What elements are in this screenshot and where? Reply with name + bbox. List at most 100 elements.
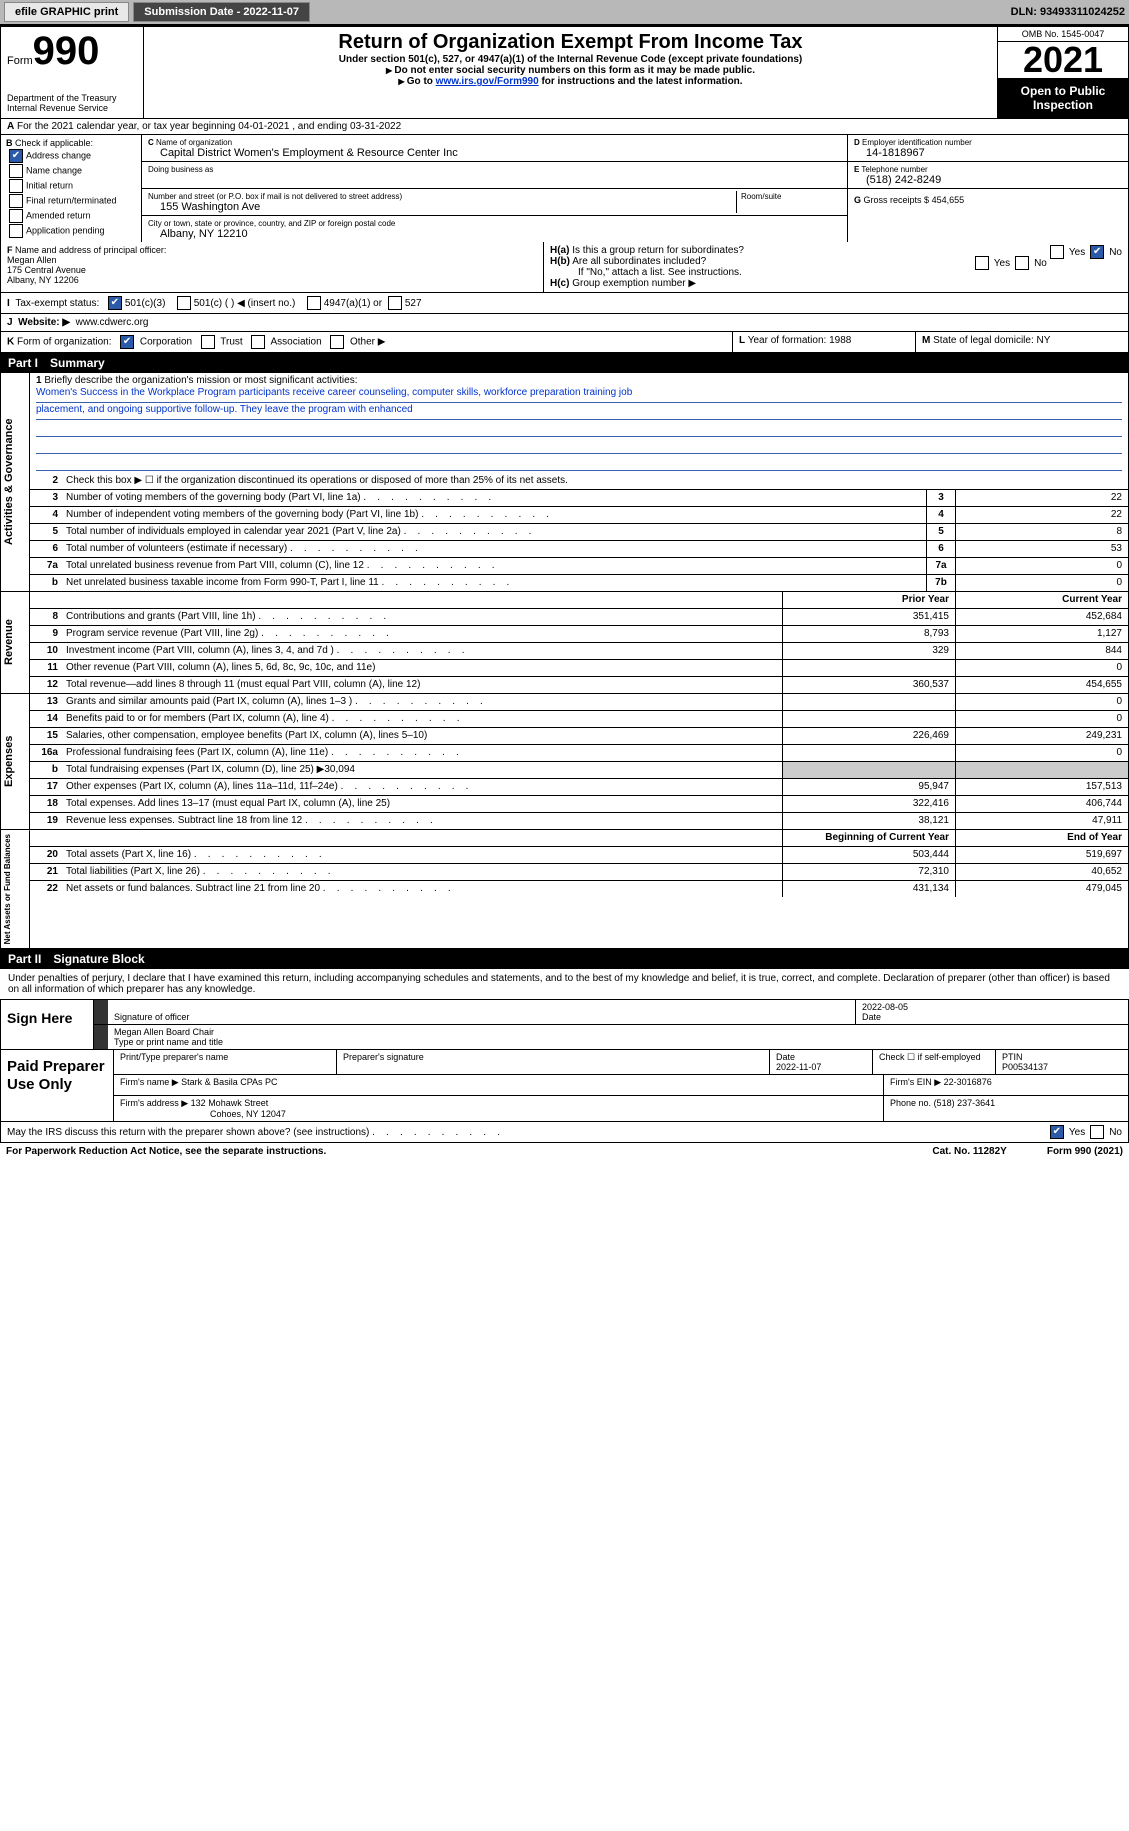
state-domicile-value: NY bbox=[1037, 335, 1051, 346]
mission-line1: Women's Success in the Workplace Program… bbox=[36, 386, 1122, 403]
efile-print-button[interactable]: efile GRAPHIC print bbox=[4, 2, 129, 22]
summary-netassets: Net Assets or Fund Balances Beginning of… bbox=[0, 830, 1129, 949]
year-formation-value: 1988 bbox=[829, 335, 851, 346]
part1-header: Part ISummary bbox=[0, 353, 1129, 373]
current-year-hdr: Current Year bbox=[955, 592, 1128, 608]
form-number: 990 bbox=[33, 29, 100, 73]
eoy-hdr: End of Year bbox=[955, 830, 1128, 846]
form-label: Form bbox=[7, 55, 33, 67]
cb-application-pending[interactable]: Application pending bbox=[6, 224, 136, 238]
cb-address-change[interactable]: ✔Address change bbox=[6, 149, 136, 163]
line20-py: 503,444 bbox=[782, 847, 955, 863]
ptin-value: P00534137 bbox=[1002, 1062, 1048, 1072]
section-j: J Website: ▶ www.cdwerc.org bbox=[0, 314, 1129, 332]
dba-value bbox=[148, 174, 160, 186]
summary-revenue: Revenue Prior YearCurrent Year 8Contribu… bbox=[0, 592, 1129, 694]
may-irs-discuss: May the IRS discuss this return with the… bbox=[0, 1122, 1129, 1143]
ptin-label: PTIN bbox=[1002, 1052, 1023, 1062]
firm-phone-label: Phone no. bbox=[890, 1098, 931, 1108]
arrow-icon bbox=[94, 1025, 108, 1049]
line9-desc: Program service revenue (Part VIII, line… bbox=[62, 626, 782, 642]
section-i: I Tax-exempt status: ✔ 501(c)(3) 501(c) … bbox=[0, 293, 1129, 314]
line12-desc: Total revenue—add lines 8 through 11 (mu… bbox=[62, 677, 782, 693]
prep-name-label: Print/Type preparer's name bbox=[114, 1050, 337, 1074]
cb-amended-return[interactable]: Amended return bbox=[6, 209, 136, 223]
cb-527[interactable] bbox=[388, 296, 402, 310]
sign-here-label: Sign Here bbox=[1, 1000, 94, 1049]
prior-year-hdr: Prior Year bbox=[782, 592, 955, 608]
line16a-cy: 0 bbox=[955, 745, 1128, 761]
line15-py: 226,469 bbox=[782, 728, 955, 744]
line14-desc: Benefits paid to or for members (Part IX… bbox=[62, 711, 782, 727]
paid-preparer-label: Paid Preparer Use Only bbox=[1, 1050, 114, 1121]
line20-cy: 519,697 bbox=[955, 847, 1128, 863]
bcy-hdr: Beginning of Current Year bbox=[782, 830, 955, 846]
top-bar: efile GRAPHIC print Submission Date - 20… bbox=[0, 0, 1129, 25]
firm-addr2: Cohoes, NY 12047 bbox=[120, 1109, 286, 1119]
part2-header: Part IISignature Block bbox=[0, 949, 1129, 969]
page-footer: For Paperwork Reduction Act Notice, see … bbox=[0, 1143, 1129, 1160]
officer-label: Name and address of principal officer: bbox=[15, 245, 166, 255]
officer-addr1: 175 Central Avenue bbox=[7, 265, 86, 275]
line16a-desc: Professional fundraising fees (Part IX, … bbox=[62, 745, 782, 761]
sig-officer-label: Signature of officer bbox=[114, 1012, 189, 1022]
gross-receipts-value: 454,655 bbox=[932, 195, 965, 205]
line20-desc: Total assets (Part X, line 16) bbox=[62, 847, 782, 863]
website-value: www.cdwerc.org bbox=[76, 317, 149, 328]
org-name: Capital District Women's Employment & Re… bbox=[148, 147, 458, 159]
line3-val: 22 bbox=[955, 490, 1128, 506]
year-formation-label: Year of formation: bbox=[748, 335, 827, 346]
line11-cy: 0 bbox=[955, 660, 1128, 676]
line17-py: 95,947 bbox=[782, 779, 955, 795]
firm-name: Stark & Basila CPAs PC bbox=[181, 1077, 277, 1087]
firm-ein: 22-3016876 bbox=[944, 1077, 992, 1087]
form-header: Form990 Department of the Treasury Inter… bbox=[0, 25, 1129, 119]
irs-label: Internal Revenue Service bbox=[7, 103, 137, 113]
street-value: 155 Washington Ave bbox=[148, 201, 260, 213]
line7a-val: 0 bbox=[955, 558, 1128, 574]
line19-desc: Revenue less expenses. Subtract line 18 … bbox=[62, 813, 782, 829]
cb-trust[interactable] bbox=[201, 335, 215, 349]
cb-may-no[interactable] bbox=[1090, 1125, 1104, 1139]
tab-activities: Activities & Governance bbox=[1, 373, 30, 591]
section-klm: K Form of organization: ✔ Corporation Tr… bbox=[0, 332, 1129, 353]
prep-date-label: Date bbox=[776, 1052, 795, 1062]
line18-py: 322,416 bbox=[782, 796, 955, 812]
line4-val: 22 bbox=[955, 507, 1128, 523]
cb-4947[interactable] bbox=[307, 296, 321, 310]
cb-may-yes[interactable]: ✔ bbox=[1050, 1125, 1064, 1139]
line7b-desc: Net unrelated business taxable income fr… bbox=[62, 575, 926, 591]
line21-desc: Total liabilities (Part X, line 26) bbox=[62, 864, 782, 880]
subtitle-3: Go to www.irs.gov/Form990 for instructio… bbox=[148, 76, 993, 87]
cb-501c[interactable] bbox=[177, 296, 191, 310]
irs-link[interactable]: www.irs.gov/Form990 bbox=[436, 76, 539, 87]
summary-expenses: Expenses 13Grants and similar amounts pa… bbox=[0, 694, 1129, 830]
line18-desc: Total expenses. Add lines 13–17 (must eq… bbox=[62, 796, 782, 812]
arrow-icon bbox=[94, 1000, 108, 1024]
org-name-label: Name of organization bbox=[156, 138, 232, 147]
submission-date-button[interactable]: Submission Date - 2022-11-07 bbox=[133, 2, 310, 22]
line15-desc: Salaries, other compensation, employee b… bbox=[62, 728, 782, 744]
line11-desc: Other revenue (Part VIII, column (A), li… bbox=[62, 660, 782, 676]
mission-line2: placement, and ongoing supportive follow… bbox=[36, 403, 1122, 420]
line13-cy: 0 bbox=[955, 694, 1128, 710]
cb-initial-return[interactable]: Initial return bbox=[6, 179, 136, 193]
signature-intro: Under penalties of perjury, I declare th… bbox=[0, 969, 1129, 1000]
room-label: Room/suite bbox=[741, 192, 781, 201]
cb-other[interactable] bbox=[330, 335, 344, 349]
line8-py: 351,415 bbox=[782, 609, 955, 625]
check-applicable-label: Check if applicable: bbox=[15, 138, 93, 148]
cb-501c3[interactable]: ✔ bbox=[108, 296, 122, 310]
line6-val: 53 bbox=[955, 541, 1128, 557]
footer-center: Cat. No. 11282Y bbox=[932, 1146, 1006, 1157]
city-value: Albany, NY 12210 bbox=[148, 228, 248, 240]
footer-right: Form 990 (2021) bbox=[1047, 1146, 1123, 1157]
subtitle-2: Do not enter social security numbers on … bbox=[148, 65, 993, 76]
phone-label: Telephone number bbox=[861, 165, 927, 174]
phone-value: (518) 242-8249 bbox=[854, 174, 941, 186]
cb-corp[interactable]: ✔ bbox=[120, 335, 134, 349]
officer-addr2: Albany, NY 12206 bbox=[7, 275, 79, 285]
cb-final-return[interactable]: Final return/terminated bbox=[6, 194, 136, 208]
cb-name-change[interactable]: Name change bbox=[6, 164, 136, 178]
cb-assoc[interactable] bbox=[251, 335, 265, 349]
